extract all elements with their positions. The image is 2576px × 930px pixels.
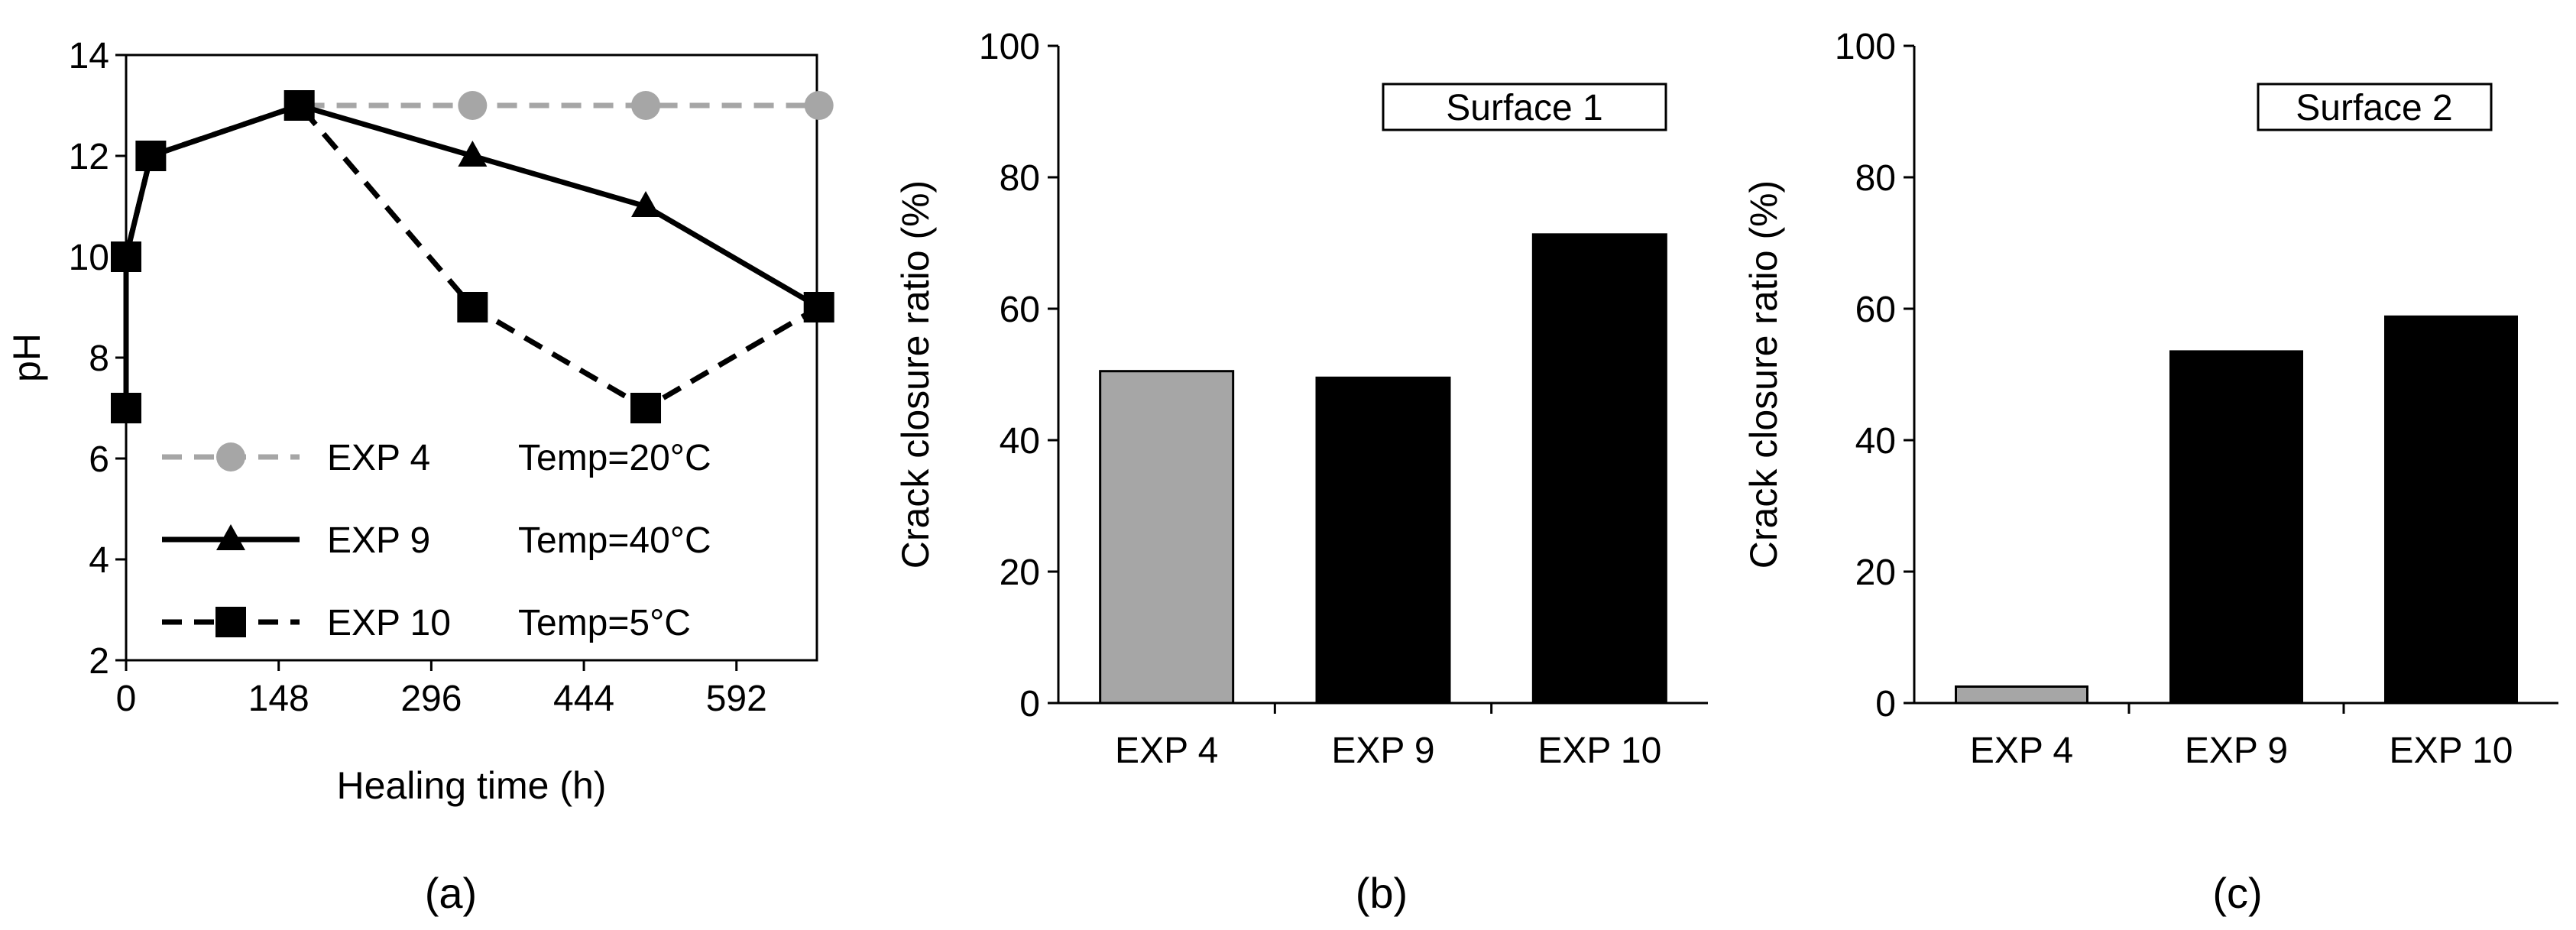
- panel-b-title-box: [1382, 83, 1667, 131]
- legend-marker-exp-9: [216, 524, 245, 550]
- x-tick-label: 444: [553, 679, 614, 719]
- panel-c-label: (c): [2212, 869, 2262, 917]
- y-tick-label: 0: [1875, 684, 1896, 724]
- x-tick-label: 296: [400, 679, 462, 719]
- series-exp-10: [111, 90, 834, 423]
- category-label: EXP 10: [1537, 731, 1661, 771]
- panel-b-label: (b): [1356, 869, 1408, 917]
- data-point-exp-9: [631, 191, 661, 217]
- data-point-exp-4: [631, 91, 661, 120]
- y-tick-label: 80: [1000, 158, 1040, 199]
- x-tick-label: 148: [248, 679, 309, 719]
- bar-exp-9: [2169, 350, 2303, 705]
- panel-a-x-ticks: 0 148 296 444 592: [116, 660, 767, 719]
- category-label: EXP 4: [1970, 731, 2073, 771]
- y-tick-label: 0: [1019, 684, 1040, 724]
- data-point-exp-10: [457, 292, 488, 322]
- y-tick-label: 60: [1000, 290, 1040, 330]
- y-tick-label: 100: [979, 27, 1040, 67]
- data-point-exp-10: [135, 141, 167, 171]
- panel-c-y-ticks: 0 20 40 60 80 100: [1835, 27, 1914, 724]
- data-point-exp-9: [458, 141, 488, 167]
- bar-exp-4: [1099, 370, 1235, 705]
- data-point-exp-10: [803, 292, 834, 322]
- panel-c-category-labels: EXP 4 EXP 9 EXP 10: [1970, 703, 2513, 771]
- y-tick-label: 80: [1855, 158, 1896, 199]
- panel-a-series: [111, 90, 834, 423]
- panel-c-y-axis-title: Crack closure ratio (%): [1742, 180, 1785, 569]
- category-label: EXP 4: [1115, 731, 1218, 771]
- bar-exp-10: [2384, 315, 2518, 705]
- legend-label-exp-10: EXP 10: [327, 603, 451, 643]
- bar-exp-4: [1955, 685, 2088, 705]
- panel-c-bars: [1955, 315, 2518, 705]
- y-tick-label: 20: [1000, 552, 1040, 593]
- y-tick-label: 12: [69, 137, 109, 177]
- panel-b-y-ticks: 0 20 40 60 80 100: [979, 27, 1058, 724]
- legend-label-exp-9: EXP 9: [327, 520, 430, 561]
- panel-c-title-box: [2257, 83, 2493, 131]
- panel-a-x-axis-title: Healing time (h): [337, 764, 607, 807]
- legend-marker-exp-10: [215, 607, 246, 637]
- panel-b-category-labels: EXP 4 EXP 9 EXP 10: [1115, 703, 1661, 771]
- y-tick-label: 6: [89, 439, 109, 480]
- panel-a-y-ticks: 2 4 6 8 10 12 14: [69, 36, 126, 682]
- y-tick-label: 8: [89, 339, 109, 379]
- category-label: EXP 9: [2185, 731, 2288, 771]
- y-tick-label: 14: [69, 36, 109, 76]
- y-tick-label: 10: [69, 238, 109, 278]
- y-tick-label: 4: [89, 540, 109, 581]
- y-tick-label: 100: [1835, 27, 1896, 67]
- y-tick-label: 60: [1855, 290, 1896, 330]
- panel-c-title: Surface 2: [2296, 88, 2452, 128]
- category-label: EXP 9: [1331, 731, 1434, 771]
- legend-condition-exp-4: Temp=20°C: [518, 438, 711, 478]
- x-tick-label: 592: [706, 679, 767, 719]
- legend-marker-exp-4: [216, 442, 245, 471]
- y-tick-label: 20: [1855, 552, 1896, 593]
- data-point-exp-10: [111, 393, 141, 423]
- legend-label-exp-4: EXP 4: [327, 438, 430, 478]
- y-tick-label: 40: [1000, 421, 1040, 462]
- x-tick-label: 0: [116, 679, 137, 719]
- y-tick-label: 40: [1855, 421, 1896, 462]
- data-point-exp-10: [284, 90, 315, 121]
- legend-condition-exp-10: Temp=5°C: [518, 603, 691, 643]
- category-label: EXP 10: [2390, 731, 2513, 771]
- data-point-exp-4: [804, 91, 834, 120]
- panel-b-bars: [1099, 233, 1667, 705]
- panel-b-y-axis-title: Crack closure ratio (%): [894, 180, 937, 569]
- data-point-exp-10: [630, 393, 662, 423]
- data-point-exp-4: [458, 91, 488, 120]
- bar-exp-10: [1531, 233, 1667, 705]
- panel-b-title: Surface 1: [1446, 88, 1602, 128]
- series-exp-9: [112, 90, 834, 419]
- panel-a-legend: EXP 4 Temp=20°C EXP 9 Temp=40°C EXP 10 Temp=5…: [162, 438, 711, 643]
- bar-exp-9: [1315, 376, 1451, 705]
- panel-a-y-axis-title: pH: [5, 333, 48, 382]
- legend-condition-exp-9: Temp=40°C: [518, 520, 711, 561]
- data-point-exp-10: [111, 241, 141, 272]
- panel-a-label: (a): [425, 869, 477, 917]
- y-tick-label: 2: [89, 641, 109, 682]
